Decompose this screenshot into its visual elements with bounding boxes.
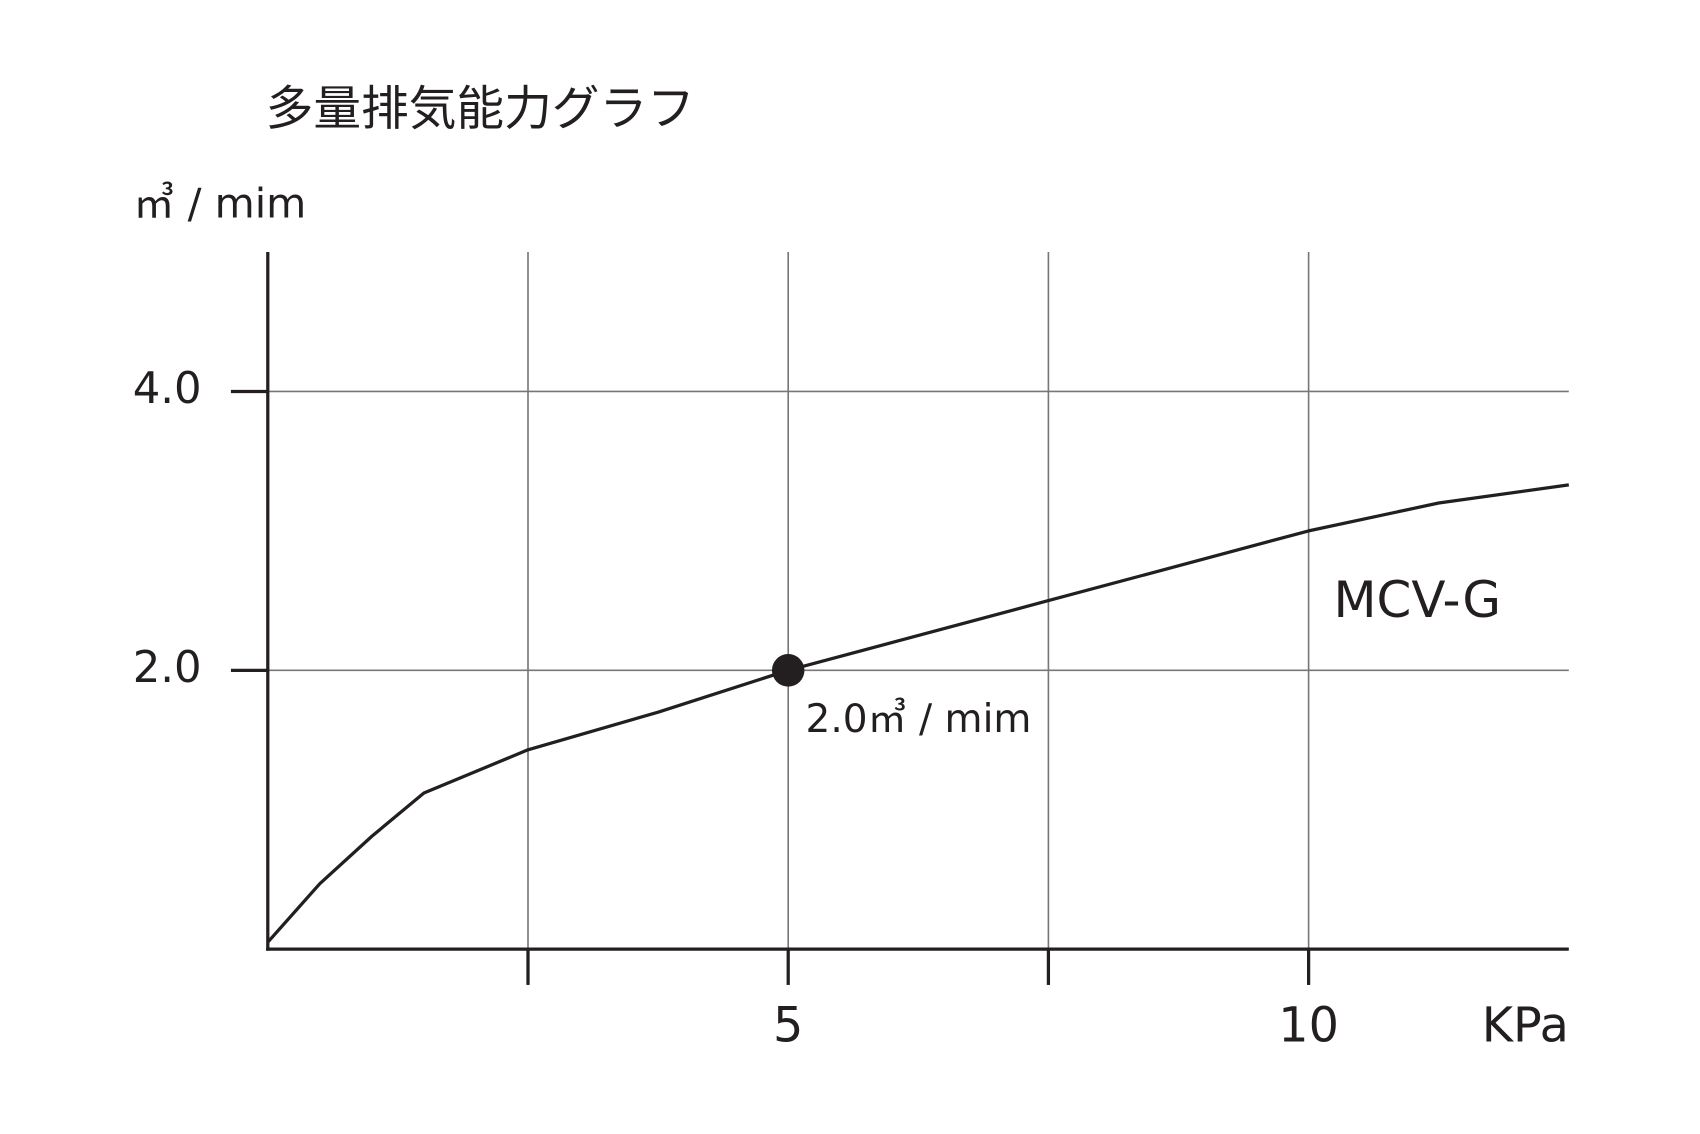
annotation-point <box>771 654 805 687</box>
y-tick-label: 4.0 <box>133 364 202 414</box>
y-tick-label: 2.0 <box>133 643 202 693</box>
x-axis-label: KPa <box>1482 998 1569 1053</box>
x-tick-label: 5 <box>773 998 803 1053</box>
y-axis-label: ㎥ / mim <box>133 180 306 228</box>
chart-title: 多量排気能力グラフ <box>266 82 695 137</box>
line-series <box>266 483 1570 944</box>
annotation-label: 2.0㎥ / mim <box>806 697 1032 742</box>
x-tick-label: 10 <box>1278 998 1339 1053</box>
series-label: MCV-G <box>1334 571 1501 629</box>
